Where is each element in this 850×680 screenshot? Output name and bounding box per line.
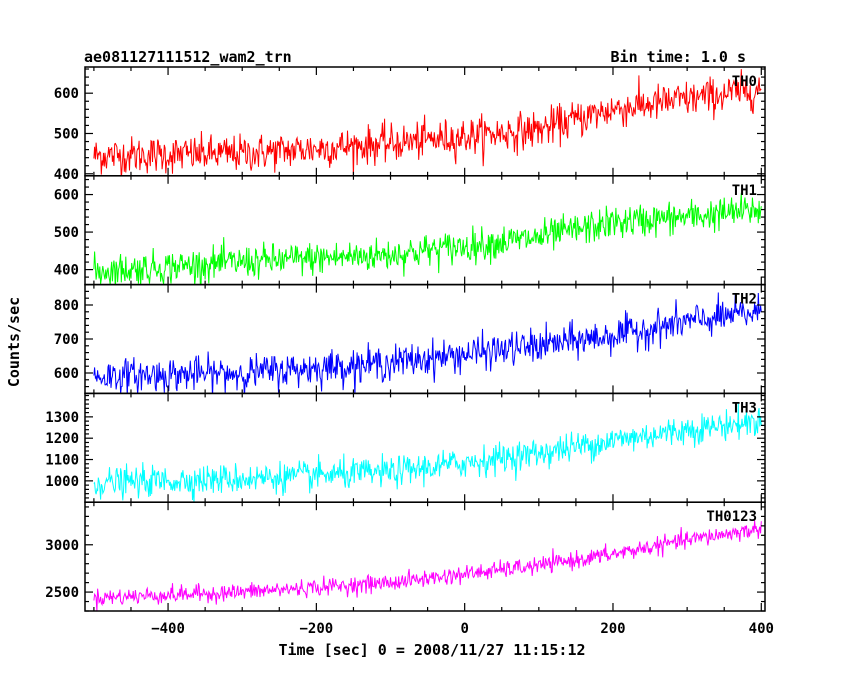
x-tick-label: −200 (300, 621, 334, 637)
series-th3 (93, 402, 762, 503)
series-th2 (93, 292, 762, 394)
panel-th2: 600 700 800 TH2 (54, 283, 766, 395)
y-tick-label: 1200 (45, 431, 79, 447)
panel-th3: 1000 1100 1200 1300 TH3 (45, 392, 766, 503)
x-tick-label: −400 (151, 621, 185, 637)
y-tick-label: 2500 (45, 585, 79, 601)
series-th0123 (93, 520, 762, 612)
panel-name-label: TH0 (732, 74, 757, 90)
y-tick-label: 600 (54, 366, 79, 382)
panel-name-label: TH1 (732, 183, 757, 199)
y-tick-label: 600 (54, 86, 79, 102)
y-axis-label: Counts/sec (5, 297, 23, 387)
panels-group: 400 500 600 TH0 400 500 600 TH1 600 700 800 TH2 1000… (45, 66, 766, 612)
y-tick-label: 700 (54, 332, 79, 348)
figure-title: ae081127111512_wam2_trn (84, 48, 292, 66)
panel-th0123: 2500 3000 TH0123 (45, 501, 766, 612)
panel-frame (84, 392, 766, 503)
x-tick-label: 400 (749, 621, 774, 637)
series-th0 (93, 69, 762, 176)
x-axis: −400 −200 0 200 400 (151, 621, 774, 637)
panel-name-label: TH0123 (706, 509, 757, 525)
series-th1 (93, 192, 762, 285)
panel-th1: 400 500 600 TH1 (54, 175, 766, 286)
x-axis-label: Time [sec] 0 = 2008/11/27 11:15:12 (278, 641, 585, 659)
y-tick-label: 600 (54, 188, 79, 204)
y-tick-label: 1100 (45, 453, 79, 469)
y-tick-label: 800 (54, 298, 79, 314)
x-tick-label: 0 (460, 621, 468, 637)
y-tick-label: 400 (54, 167, 79, 183)
y-tick-label: 3000 (45, 538, 79, 554)
y-tick-label: 500 (54, 126, 79, 142)
panel-name-label: TH2 (732, 292, 757, 308)
y-tick-label: 1300 (45, 410, 79, 426)
y-tick-label: 1000 (45, 474, 79, 490)
panel-frame (84, 501, 766, 612)
y-tick-label: 500 (54, 225, 79, 241)
y-tick-label: 400 (54, 263, 79, 279)
bin-time-label: Bin time: 1.0 s (611, 48, 746, 66)
panel-th0: 400 500 600 TH0 (54, 66, 766, 183)
x-tick-label: 200 (600, 621, 625, 637)
panel-name-label: TH3 (732, 400, 757, 416)
